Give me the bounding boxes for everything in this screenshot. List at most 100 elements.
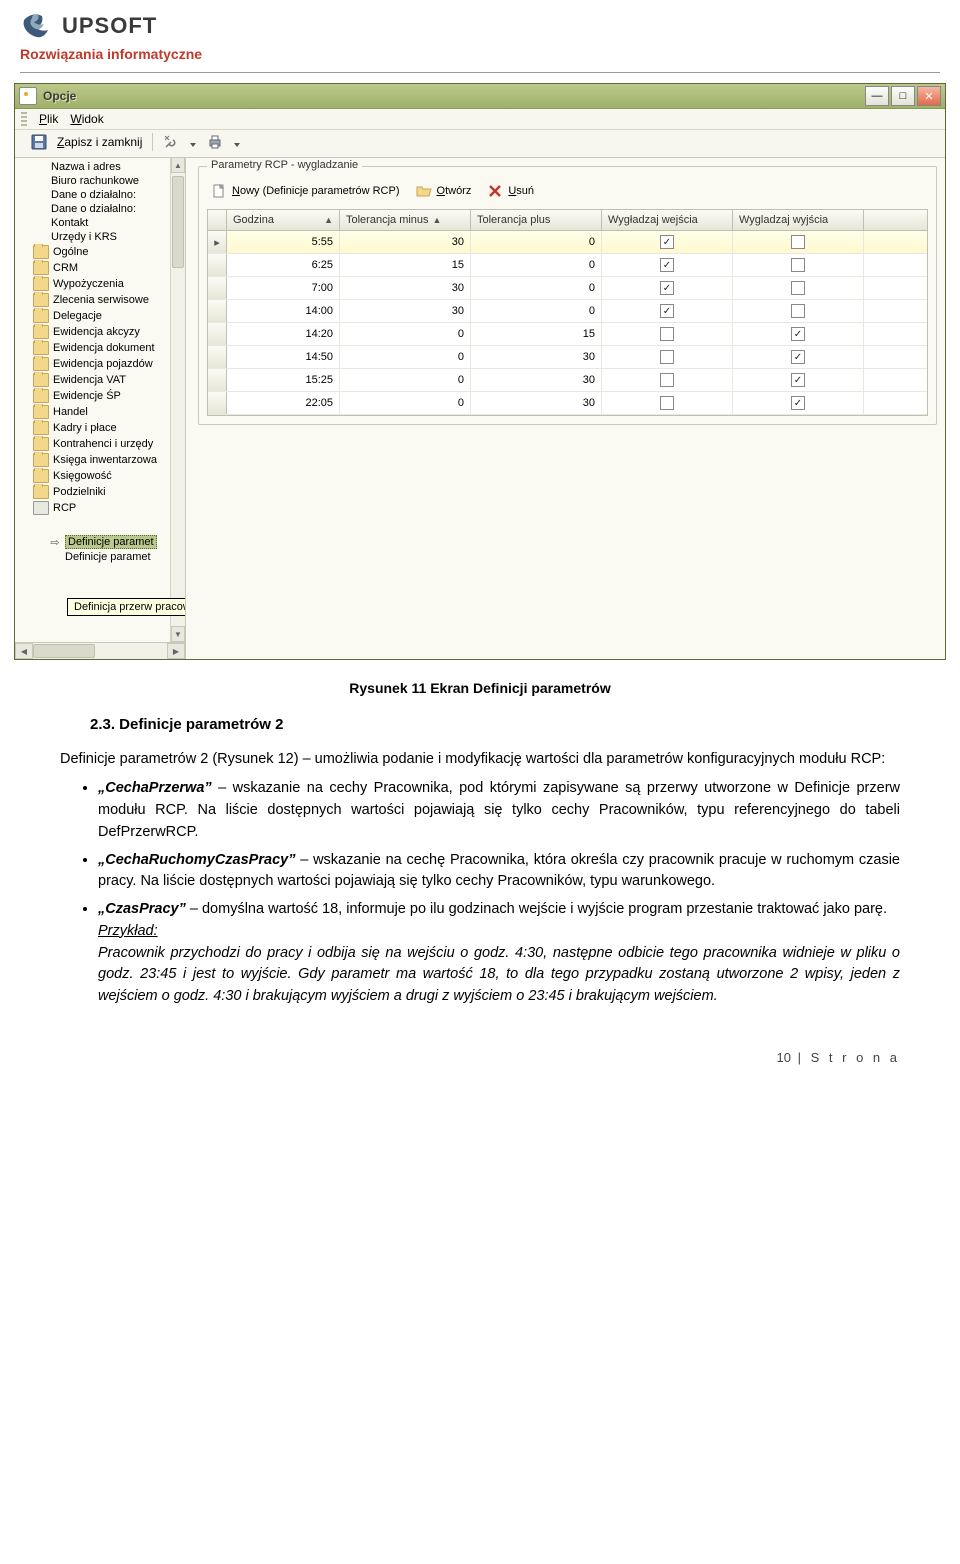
menu-widok[interactable]: Widok xyxy=(70,112,103,126)
cell-wygladzaj-wyjscia[interactable]: ✓ xyxy=(733,392,864,414)
cell-tolerancja-plus[interactable]: 0 xyxy=(471,254,602,276)
cell-wygladzaj-wejscia[interactable] xyxy=(602,323,733,345)
save-icon[interactable] xyxy=(31,134,47,150)
cell-tolerancja-minus[interactable]: 30 xyxy=(340,277,471,299)
cell-wygladzaj-wejscia[interactable]: ✓ xyxy=(602,277,733,299)
tools-dropdown-icon[interactable] xyxy=(189,138,197,146)
hscroll-left-button[interactable]: ◀ xyxy=(15,643,33,659)
cell-tolerancja-plus[interactable]: 30 xyxy=(471,392,602,414)
cell-tolerancja-minus[interactable]: 0 xyxy=(340,346,471,368)
tree-folder-item[interactable]: Księgowość xyxy=(17,468,173,484)
minimize-button[interactable]: — xyxy=(865,86,889,106)
tree-rcp-item[interactable]: RCP xyxy=(17,500,173,516)
cell-tolerancja-plus[interactable]: 30 xyxy=(471,369,602,391)
cell-godzina[interactable]: 7:00 xyxy=(227,277,340,299)
scroll-down-button[interactable]: ▼ xyxy=(171,626,185,642)
cell-tolerancja-plus[interactable]: 0 xyxy=(471,300,602,322)
tree-folder-item[interactable]: Ewidencja pojazdów xyxy=(17,356,173,372)
tools-icon[interactable] xyxy=(163,134,179,150)
cell-tolerancja-minus[interactable]: 15 xyxy=(340,254,471,276)
checkbox[interactable] xyxy=(791,304,805,318)
scroll-up-button[interactable]: ▲ xyxy=(171,158,185,173)
data-grid[interactable]: Godzina ▲ Tolerancja minus ▲ Tolerancja … xyxy=(207,209,928,416)
cell-wygladzaj-wejscia[interactable] xyxy=(602,392,733,414)
tree-folder-item[interactable]: Ewidencja VAT xyxy=(17,372,173,388)
checkbox[interactable]: ✓ xyxy=(660,304,674,318)
tree-item[interactable]: Urzędy i KRS xyxy=(17,230,173,244)
cell-wygladzaj-wejscia[interactable] xyxy=(602,346,733,368)
cell-tolerancja-minus[interactable]: 0 xyxy=(340,369,471,391)
checkbox[interactable] xyxy=(791,235,805,249)
cell-wygladzaj-wyjscia[interactable] xyxy=(733,231,864,253)
table-row[interactable]: 14:50030✓ xyxy=(208,346,927,369)
table-row[interactable]: 22:05030 ✓ xyxy=(208,392,927,415)
tree-item[interactable]: Nazwa i adres xyxy=(17,160,173,174)
checkbox[interactable] xyxy=(660,327,674,341)
checkbox[interactable]: ✓ xyxy=(660,258,674,272)
checkbox[interactable] xyxy=(791,258,805,272)
cell-godzina[interactable]: 14:20 xyxy=(227,323,340,345)
col-header-wygladzaj-wejscia[interactable]: Wygładzaj wejścia xyxy=(602,210,733,230)
table-row[interactable]: 15:25030 ✓ xyxy=(208,369,927,392)
tree-item[interactable]: Dane o działalno: xyxy=(17,188,173,202)
hscroll-right-button[interactable]: ▶ xyxy=(167,643,185,659)
cell-wygladzaj-wejscia[interactable]: ✓ xyxy=(602,231,733,253)
new-button[interactable]: Nowy (Definicje parametrów RCP) xyxy=(211,183,400,199)
tree-folder-item[interactable]: Wypożyczenia xyxy=(17,276,173,292)
tree-folder-item[interactable]: Podzielniki xyxy=(17,484,173,500)
tree-item-selected[interactable]: ⇨Definicje paramet xyxy=(17,534,173,550)
cell-wygladzaj-wyjscia[interactable] xyxy=(733,254,864,276)
cell-godzina[interactable]: 22:05 xyxy=(227,392,340,414)
checkbox[interactable]: ✓ xyxy=(791,373,805,387)
tree-item[interactable]: Dane o działalno: xyxy=(17,202,173,216)
tree-folder-item[interactable]: Zlecenia serwisowe xyxy=(17,292,173,308)
tree-folder-item[interactable]: Kontrahenci i urzędy xyxy=(17,436,173,452)
cell-godzina[interactable]: 14:50 xyxy=(227,346,340,368)
print-icon[interactable] xyxy=(207,134,223,150)
cell-tolerancja-minus[interactable]: 30 xyxy=(340,300,471,322)
tree-folder-item[interactable]: Ogólne xyxy=(17,244,173,260)
tree-horizontal-scrollbar[interactable]: ◀ ▶ xyxy=(15,642,185,659)
cell-godzina[interactable]: 5:55 xyxy=(227,231,340,253)
checkbox[interactable] xyxy=(660,373,674,387)
table-row[interactable]: 7:00300✓ xyxy=(208,277,927,300)
table-row[interactable]: 14:00300 ✓ xyxy=(208,300,927,323)
cell-wygladzaj-wyjscia[interactable]: ✓ xyxy=(733,346,864,368)
cell-godzina[interactable]: 14:00 xyxy=(227,300,340,322)
col-header-godzina[interactable]: Godzina ▲ xyxy=(227,210,340,230)
checkbox[interactable]: ✓ xyxy=(791,327,805,341)
hscroll-thumb[interactable] xyxy=(33,644,95,658)
tree-folder-item[interactable]: Kadry i płace xyxy=(17,420,173,436)
delete-button[interactable]: Usuń xyxy=(487,183,534,199)
cell-tolerancja-minus[interactable]: 0 xyxy=(340,392,471,414)
checkbox[interactable]: ✓ xyxy=(791,350,805,364)
cell-tolerancja-minus[interactable]: 0 xyxy=(340,323,471,345)
checkbox[interactable] xyxy=(660,350,674,364)
open-button[interactable]: Otwórz xyxy=(416,183,472,199)
table-row[interactable]: ▸5:55300✓ xyxy=(208,231,927,254)
menu-plik[interactable]: Plik xyxy=(39,112,58,126)
tree-folder-item[interactable]: Księga inwentarzowa xyxy=(17,452,173,468)
col-header-tolerancja-plus[interactable]: Tolerancja plus xyxy=(471,210,602,230)
checkbox[interactable]: ✓ xyxy=(660,281,674,295)
tree-item[interactable]: Kontakt xyxy=(17,216,173,230)
scroll-thumb[interactable] xyxy=(172,176,184,268)
cell-godzina[interactable]: 15:25 xyxy=(227,369,340,391)
cell-tolerancja-minus[interactable]: 30 xyxy=(340,231,471,253)
col-header-tolerancja-minus[interactable]: Tolerancja minus ▲ xyxy=(340,210,471,230)
tree-item[interactable]: Definicje paramet xyxy=(17,550,173,564)
col-header-wygladzaj-wyjscia[interactable]: Wygladzaj wyjścia xyxy=(733,210,864,230)
cell-wygladzaj-wyjscia[interactable]: ✓ xyxy=(733,323,864,345)
tree-folder-item[interactable]: Delegacje xyxy=(17,308,173,324)
cell-wygladzaj-wyjscia[interactable] xyxy=(733,300,864,322)
tree-folder-item[interactable]: Handel xyxy=(17,404,173,420)
tree-folder-item[interactable]: CRM xyxy=(17,260,173,276)
cell-godzina[interactable]: 6:25 xyxy=(227,254,340,276)
tree-folder-item[interactable]: Ewidencje ŚP xyxy=(17,388,173,404)
cell-wygladzaj-wyjscia[interactable]: ✓ xyxy=(733,369,864,391)
cell-wygladzaj-wejscia[interactable] xyxy=(602,369,733,391)
checkbox[interactable]: ✓ xyxy=(791,396,805,410)
cell-tolerancja-plus[interactable]: 0 xyxy=(471,231,602,253)
cell-wygladzaj-wyjscia[interactable] xyxy=(733,277,864,299)
tree-item[interactable]: Biuro rachunkowe xyxy=(17,174,173,188)
